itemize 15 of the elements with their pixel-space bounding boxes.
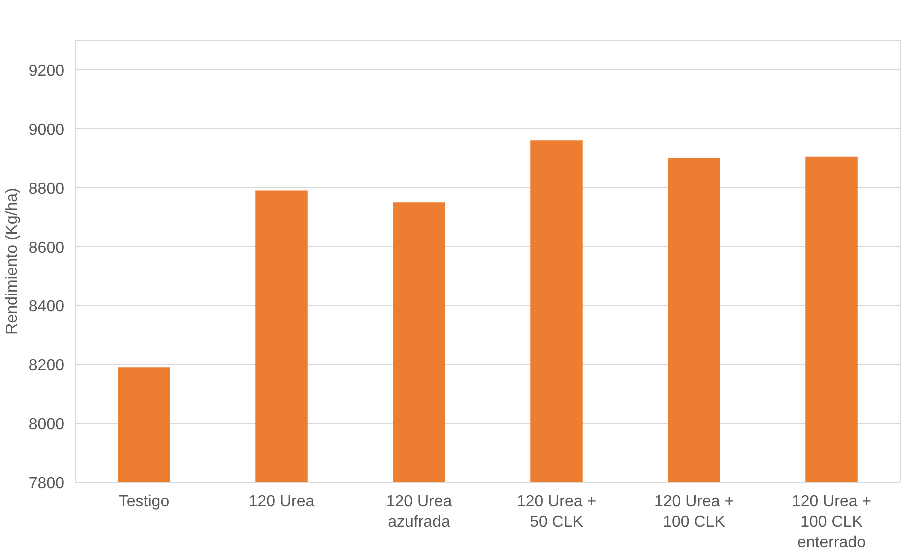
x-tick-label: 120 Urea + 100 CLK enterrado xyxy=(792,494,872,552)
x-tick-label: 120 Urea + 50 CLK xyxy=(516,494,597,531)
y-tick-label: 8400 xyxy=(28,298,65,316)
y-tick-label: 7800 xyxy=(28,476,65,492)
y-axis-title: Rendimiento (Kg/ha) xyxy=(4,188,21,335)
x-tick-label: 120 Urea azufrada xyxy=(386,494,452,531)
y-tick-label: 9000 xyxy=(28,122,65,139)
y-tick-label: 8000 xyxy=(28,416,65,434)
x-tick-label: 120 Urea xyxy=(248,494,315,510)
x-tick-label: Testigo xyxy=(118,494,170,510)
y-tick-label: 8800 xyxy=(28,180,65,198)
x-tick-label: 120 Urea + 100 CLK xyxy=(654,494,734,531)
y-tick-label: 8600 xyxy=(28,240,65,257)
y-tick-label: 8200 xyxy=(28,358,65,375)
y-tick-label: 9200 xyxy=(28,62,65,80)
